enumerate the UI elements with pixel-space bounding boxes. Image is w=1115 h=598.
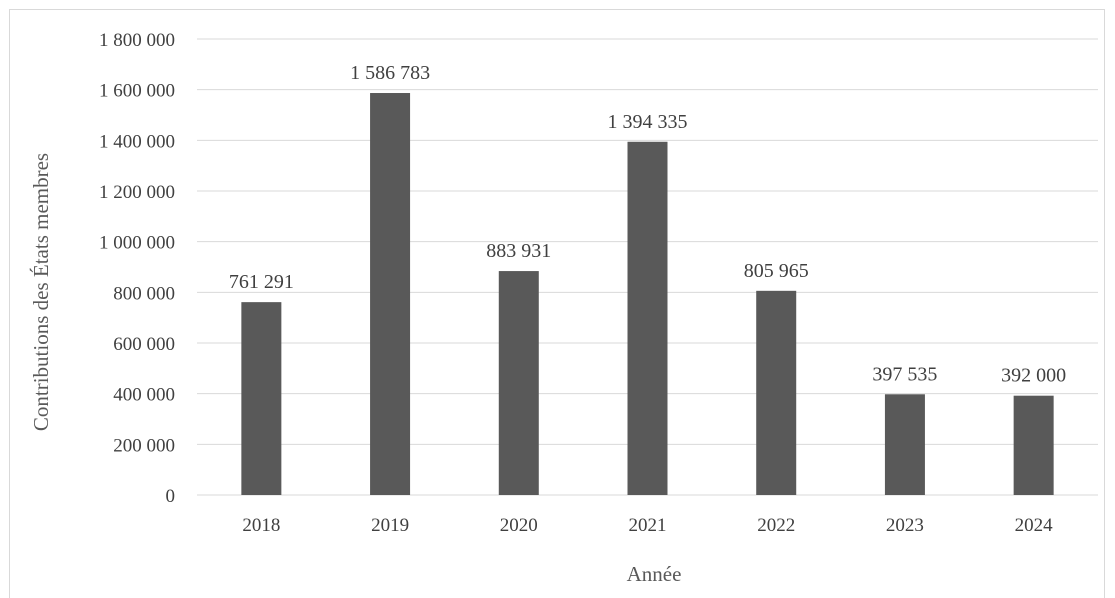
bar-2019 (370, 93, 411, 495)
y-tick-label: 0 (166, 486, 176, 507)
bar-2023 (884, 394, 925, 495)
bar-2024 (1013, 395, 1054, 495)
x-tick-label-2022: 2022 (757, 515, 795, 536)
x-tick-label-2018: 2018 (242, 515, 280, 536)
y-tick-label: 1 600 000 (99, 81, 175, 102)
bar-2020 (498, 271, 539, 495)
x-tick-label-2023: 2023 (886, 515, 924, 536)
bar-2022 (756, 290, 797, 495)
value-label-2023: 397 535 (872, 363, 937, 385)
y-axis-title: Contributions des États membres (29, 153, 53, 431)
x-axis-ticks: 2018 2019 2020 2021 2022 2023 2024 (242, 515, 1053, 536)
bars (241, 93, 1054, 495)
y-tick-label: 600 000 (113, 334, 175, 355)
y-tick-label: 1 000 000 (99, 233, 175, 254)
value-label-2024: 392 000 (1001, 365, 1066, 387)
y-tick-label: 800 000 (113, 283, 175, 304)
value-label-2018: 761 291 (229, 271, 294, 293)
chart-frame (9, 9, 1105, 598)
y-tick-label: 200 000 (113, 435, 175, 456)
y-tick-label: 400 000 (113, 385, 175, 406)
bar-2021 (627, 141, 668, 495)
y-axis-ticks: 0 200 000 400 000 600 000 800 000 1 000 000 1 … (99, 30, 175, 507)
x-tick-label-2024: 2024 (1015, 515, 1054, 536)
x-axis-title: Année (627, 562, 682, 586)
value-label-2022: 805 965 (744, 260, 809, 282)
bar-2018 (241, 302, 282, 495)
value-label-2020: 883 931 (486, 240, 551, 262)
x-tick-label-2021: 2021 (629, 515, 667, 536)
x-tick-label-2019: 2019 (371, 515, 409, 536)
y-tick-label: 1 800 000 (99, 30, 175, 51)
x-tick-label-2020: 2020 (500, 515, 538, 536)
y-tick-label: 1 400 000 (99, 131, 175, 152)
y-tick-label: 1 200 000 (99, 182, 175, 203)
value-label-2021: 1 394 335 (608, 111, 688, 133)
data-labels: 761 291 1 586 783 883 931 1 394 335 805 965 3… (229, 62, 1066, 387)
value-label-2019: 1 586 783 (350, 62, 430, 84)
